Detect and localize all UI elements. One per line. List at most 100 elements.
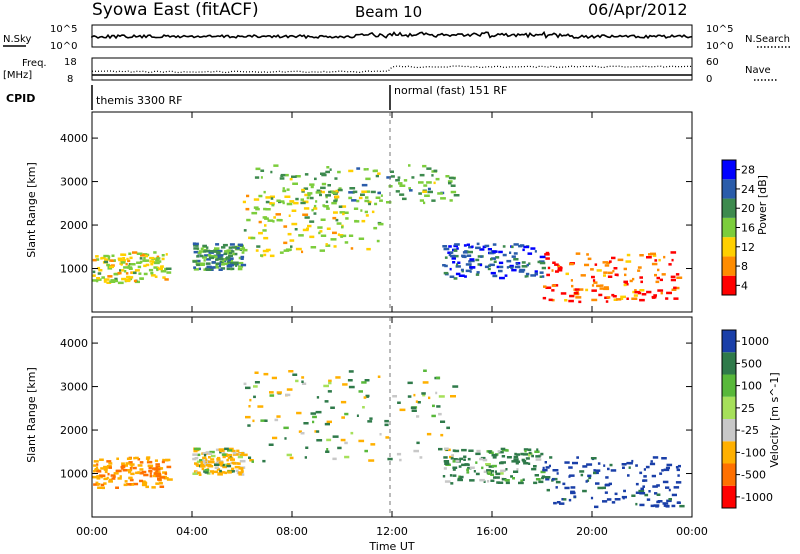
data-cell [228,254,233,258]
data-cell [159,482,163,485]
data-cell [453,244,458,248]
beam-label: Beam 10 [355,3,422,21]
data-cell [231,267,235,271]
colorbar-swatch [722,275,736,295]
data-cell [416,441,420,445]
data-cell [457,478,463,482]
data-cell [316,439,323,442]
data-cell [438,447,443,451]
data-cell [219,471,226,474]
data-cell [415,400,418,403]
data-cell [288,370,294,373]
data-cell [143,473,149,477]
data-cell [218,268,223,271]
data-cell [286,188,290,191]
data-cell [340,438,346,442]
data-cell [262,459,266,463]
data-cell [479,248,485,251]
data-cell [337,233,340,236]
data-cell [214,466,219,469]
colorbar-tick-label: 8 [741,260,748,273]
data-cell [410,406,417,410]
data-cell [661,273,666,276]
data-cell [461,448,467,452]
colorbar-tick-label: 25 [741,402,755,415]
data-cell [151,467,157,470]
data-cell [661,457,667,460]
data-cell [607,467,610,471]
data-cell [476,242,480,246]
freq-right-tick-bottom: 0 [706,74,712,85]
data-cell [130,465,133,468]
data-cell [161,460,165,464]
cpid-panel: CPID themis 3300 RF normal (fast) 151 RF [6,84,507,110]
y-tick-label: 2000 [60,424,88,437]
data-cell [527,448,532,451]
data-cell [117,271,122,275]
data-cell [586,479,590,482]
data-cell [128,476,133,480]
data-cell [97,272,102,275]
data-cell [614,498,621,501]
data-cell [309,220,315,223]
data-cell [569,294,575,298]
data-cell [668,498,672,501]
power-data [92,164,683,304]
data-cell [426,181,432,184]
data-cell [332,231,337,235]
data-cell [325,170,330,174]
data-cell [569,262,574,266]
data-cell [289,239,295,242]
data-cell [453,177,456,180]
data-cell [161,254,165,257]
data-cell [135,471,140,475]
data-cell [449,455,454,459]
data-cell [571,284,574,288]
data-cell [452,460,456,463]
data-cell [639,492,646,495]
data-cell [443,467,447,470]
data-cell [120,253,125,256]
data-cell [108,480,113,483]
data-cell [579,470,585,473]
data-cell [612,269,615,273]
data-cell [331,201,337,205]
colorbar-tick-label: 20 [741,202,755,215]
data-cell [467,463,470,467]
data-cell [454,449,460,453]
data-cell [483,470,488,473]
data-cell [668,488,671,492]
data-cell [435,376,441,380]
data-cell [139,461,144,464]
data-cell [258,220,262,224]
data-cell [332,435,339,438]
data-cell [196,464,202,467]
data-cell [594,263,598,266]
data-cell [283,225,288,228]
data-cell [492,250,498,253]
data-cell [570,486,576,489]
data-cell [121,464,125,467]
data-cell [475,452,481,456]
data-cell [250,236,256,240]
data-cell [272,220,275,223]
data-cell [325,195,328,199]
data-cell [208,452,213,455]
data-cell [520,452,524,456]
data-cell [555,270,559,273]
data-cell [455,272,461,276]
data-cell [653,504,660,507]
data-cell [602,261,608,264]
data-cell [593,469,596,472]
data-cell [611,293,615,297]
data-cell [548,464,551,468]
data-cell [522,478,525,481]
data-cell [232,453,239,456]
data-cell [148,268,154,272]
data-cell [431,174,434,177]
data-cell [386,201,392,204]
data-cell [510,475,513,478]
data-cell [155,468,161,471]
data-cell [542,296,547,300]
data-cell [104,470,108,474]
